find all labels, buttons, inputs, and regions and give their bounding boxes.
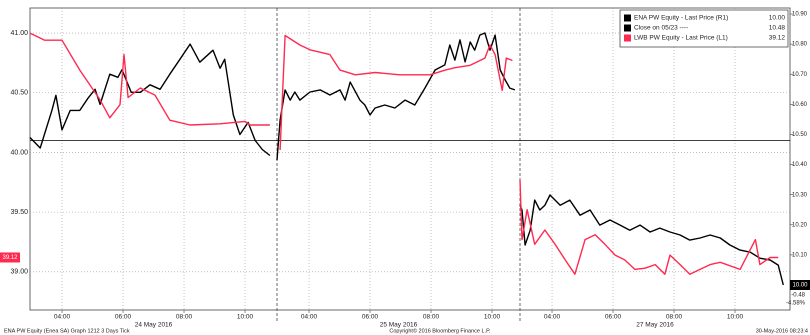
plot-area <box>29 7 791 311</box>
series-line <box>29 32 779 275</box>
legend-value: 39.12 <box>769 35 786 42</box>
y-tick-label: 39.00 <box>10 269 28 276</box>
legend-label: LWB PW Equity - Last Price (L1) <box>634 35 728 42</box>
y2-tick-label: 10.60 <box>792 102 808 108</box>
footer-left: ENA PW Equity (Enea SA) Graph 1212 3 Day… <box>4 328 130 334</box>
y2-tick-label: 10.50 <box>792 132 808 138</box>
x-tick-label: 10:00 <box>727 314 744 321</box>
y-tick-label: 40.50 <box>10 90 28 97</box>
legend-label: ENA PW Equity - Last Price (R1) <box>634 15 728 22</box>
footer-center: Copyright© 2016 Bloomberg Finance L.P. <box>389 327 491 334</box>
x-tick-label: 04:00 <box>301 314 318 321</box>
legend-swatch <box>624 14 631 22</box>
annotation: -0.48 <box>791 293 805 299</box>
x-group-label: 25 May 2016 <box>380 322 418 329</box>
x-tick-label: 10:00 <box>237 314 254 321</box>
x-tick-label: 10:00 <box>484 314 501 321</box>
y2-tick-label: 10.70 <box>792 72 808 78</box>
y2-tick-label: 10.30 <box>792 192 808 198</box>
legend-swatch <box>624 24 631 32</box>
x-group-label: 27 May 2016 <box>636 322 674 329</box>
y-tick-label: 40.00 <box>10 149 28 156</box>
y2-tick-label: 10.90 <box>792 12 808 18</box>
annotation: -4.58% <box>786 301 806 307</box>
last-value-badge <box>790 280 810 291</box>
footer-right: 30-May-2016 08:23:4 <box>756 328 808 334</box>
x-tick-label: 06:00 <box>115 314 132 321</box>
y-tick-label: 41.00 <box>10 30 28 37</box>
series-line <box>29 32 784 286</box>
x-tick-label: 08:00 <box>423 314 440 321</box>
x-tick-label: 04:00 <box>54 314 71 321</box>
last-value-badge <box>0 252 20 263</box>
x-tick-label: 08:00 <box>666 314 683 321</box>
last-value-label: 39.12 <box>2 255 18 261</box>
y2-tick-label: 10.20 <box>792 222 808 228</box>
y-tick-label: 39.50 <box>10 209 28 216</box>
legend-value: 10.00 <box>769 15 786 22</box>
y2-tick-label: 10.10 <box>792 252 808 258</box>
x-tick-label: 04:00 <box>544 314 561 321</box>
legend-swatch <box>624 34 631 42</box>
legend-box <box>619 9 789 48</box>
x-group-label: 24 May 2016 <box>135 322 173 329</box>
y2-tick-label: 10.80 <box>792 42 808 48</box>
x-tick-label: 06:00 <box>362 314 379 321</box>
legend-label: Close on 05/23 ---- <box>634 25 688 32</box>
legend-value: 10.48 <box>769 25 786 32</box>
legend: ENA PW Equity - Last Price (R1) 10.00 Clos… <box>619 9 789 48</box>
y2-tick-label: 10.40 <box>792 162 808 168</box>
last-value-label: 10.00 <box>792 283 808 289</box>
x-tick-label: 06:00 <box>605 314 622 321</box>
x-tick-label: 08:00 <box>176 314 193 321</box>
